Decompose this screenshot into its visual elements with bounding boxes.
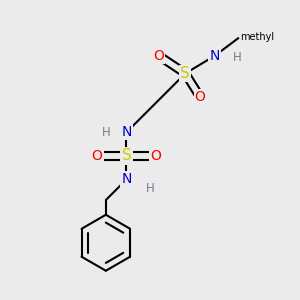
Text: O: O — [195, 90, 206, 104]
Text: O: O — [151, 149, 161, 163]
Text: N: N — [121, 125, 132, 139]
Text: O: O — [153, 49, 164, 63]
Text: H: H — [232, 51, 241, 64]
Text: methyl: methyl — [240, 32, 274, 42]
Text: S: S — [122, 148, 131, 164]
Text: H: H — [146, 182, 154, 195]
Text: S: S — [181, 66, 190, 81]
Text: N: N — [210, 49, 220, 63]
Text: H: H — [101, 126, 110, 139]
Text: O: O — [92, 149, 102, 163]
Text: N: N — [121, 172, 132, 186]
